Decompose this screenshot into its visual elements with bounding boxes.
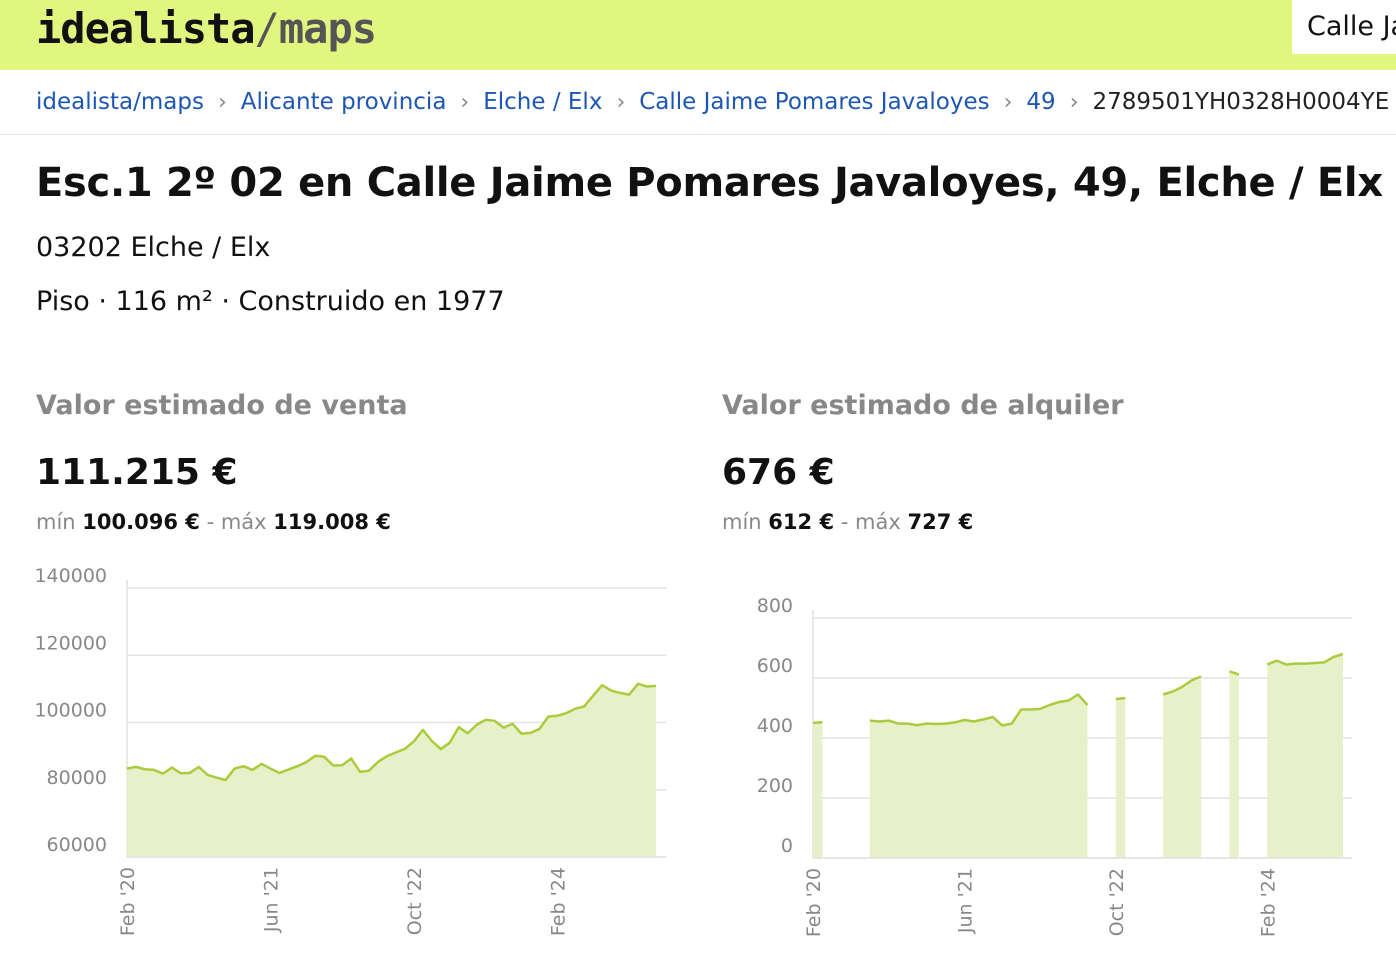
logo-slash: / xyxy=(254,4,280,53)
chevron-right-icon: › xyxy=(217,89,227,115)
breadcrumb-item-cadastral-ref: 2789501YH0328H0004YE xyxy=(1092,89,1390,115)
rent-price-chart: 800 600 400 200 0 Feb '20 Jun '21 Oct '22 Feb '2… xyxy=(757,595,1352,937)
area-fill xyxy=(127,683,656,857)
logo-sub: maps xyxy=(278,4,377,53)
sale-max-label: máx xyxy=(220,510,267,534)
breadcrumb: idealista/maps › Alicante provincia › El… xyxy=(36,84,1389,120)
top-bar: idealista/maps Calle Jaime Pomares Javal… xyxy=(0,0,1396,70)
rent-max-value: 727 € xyxy=(907,510,974,534)
area-fill xyxy=(1163,676,1202,858)
series-line xyxy=(1229,670,1240,676)
sale-min-value: 100.096 € xyxy=(82,510,200,534)
chevron-right-icon: › xyxy=(1069,89,1079,115)
rent-estimate-range: mín 612 € - máx 727 € xyxy=(722,510,973,534)
breadcrumb-item-number[interactable]: 49 xyxy=(1026,89,1056,115)
divider xyxy=(0,134,1396,135)
sale-max-value: 119.008 € xyxy=(273,510,391,534)
rent-estimate-value: 676 € xyxy=(722,452,835,493)
x-tick-label: Feb '24 xyxy=(547,867,569,936)
breadcrumb-item-city[interactable]: Elche / Elx xyxy=(483,89,603,115)
chevron-right-icon: › xyxy=(460,89,470,115)
x-tick-label: Feb '20 xyxy=(117,867,139,936)
area-fill xyxy=(1229,671,1239,858)
rent-max-label: máx xyxy=(855,510,901,534)
y-tick-label: 600 xyxy=(757,655,793,677)
sale-price-chart: 140000 120000 100000 80000 60000 Feb '20 Jun '… xyxy=(34,565,666,936)
property-specs: Piso · 116 m² · Construido en 1977 xyxy=(36,286,505,317)
breadcrumb-item-province[interactable]: Alicante provincia xyxy=(240,89,447,115)
sale-min-label: mín xyxy=(36,510,76,534)
area-fill xyxy=(1267,654,1343,858)
series-line xyxy=(1266,652,1344,666)
y-tick-label: 80000 xyxy=(47,767,107,789)
y-tick-label: 60000 xyxy=(47,834,107,856)
property-address: 03202 Elche / Elx xyxy=(36,232,271,263)
x-tick-label: Jun '21 xyxy=(954,868,976,934)
y-tick-label: 800 xyxy=(757,595,793,617)
search-input[interactable]: Calle Jaime Pomares Javaloyes xyxy=(1292,0,1396,54)
series-line xyxy=(1115,696,1126,701)
area-fill xyxy=(1115,698,1126,858)
rent-range-dash: - xyxy=(840,510,849,534)
y-tick-label: 100000 xyxy=(34,700,107,722)
area-fill xyxy=(869,694,1088,858)
y-tick-label: 120000 xyxy=(34,632,107,654)
sale-estimate-value: 111.215 € xyxy=(36,452,238,493)
rent-min-value: 612 € xyxy=(768,510,835,534)
breadcrumb-item-home[interactable]: idealista/maps xyxy=(36,89,204,115)
sale-estimate-panel: Valor estimado de venta 111.215 € mín 10… xyxy=(36,390,696,534)
series-line xyxy=(126,682,657,782)
y-tick-label: 0 xyxy=(781,835,793,857)
x-tick-label: Feb '20 xyxy=(803,868,825,937)
logo-main: idealista xyxy=(36,4,256,53)
breadcrumb-item-street[interactable]: Calle Jaime Pomares Javaloyes xyxy=(639,89,990,115)
y-tick-label: 400 xyxy=(757,715,793,737)
rent-min-label: mín xyxy=(722,510,762,534)
chevron-right-icon: › xyxy=(1003,89,1013,115)
chevron-right-icon: › xyxy=(616,89,626,115)
series-line xyxy=(812,720,823,725)
page-title: Esc.1 2º 02 en Calle Jaime Pomares Javal… xyxy=(36,160,1383,206)
idealista-maps-logo[interactable]: idealista/maps xyxy=(36,4,377,53)
x-tick-label: Feb '24 xyxy=(1257,868,1279,937)
area-fill xyxy=(813,722,823,858)
sale-estimate-title: Valor estimado de venta xyxy=(36,390,408,421)
y-tick-label: 200 xyxy=(757,775,793,797)
sale-estimate-range: mín 100.096 € - máx 119.008 € xyxy=(36,510,391,534)
sale-range-dash: - xyxy=(206,510,215,534)
rent-estimate-title: Valor estimado de alquiler xyxy=(722,390,1124,421)
y-tick-label: 140000 xyxy=(34,565,107,587)
x-tick-label: Oct '22 xyxy=(404,867,426,935)
series-line xyxy=(1162,675,1202,696)
x-tick-label: Jun '21 xyxy=(260,867,282,933)
x-tick-label: Oct '22 xyxy=(1106,868,1128,936)
rent-estimate-panel: Valor estimado de alquiler 676 € mín 612… xyxy=(722,390,1382,534)
series-line xyxy=(869,693,1089,727)
